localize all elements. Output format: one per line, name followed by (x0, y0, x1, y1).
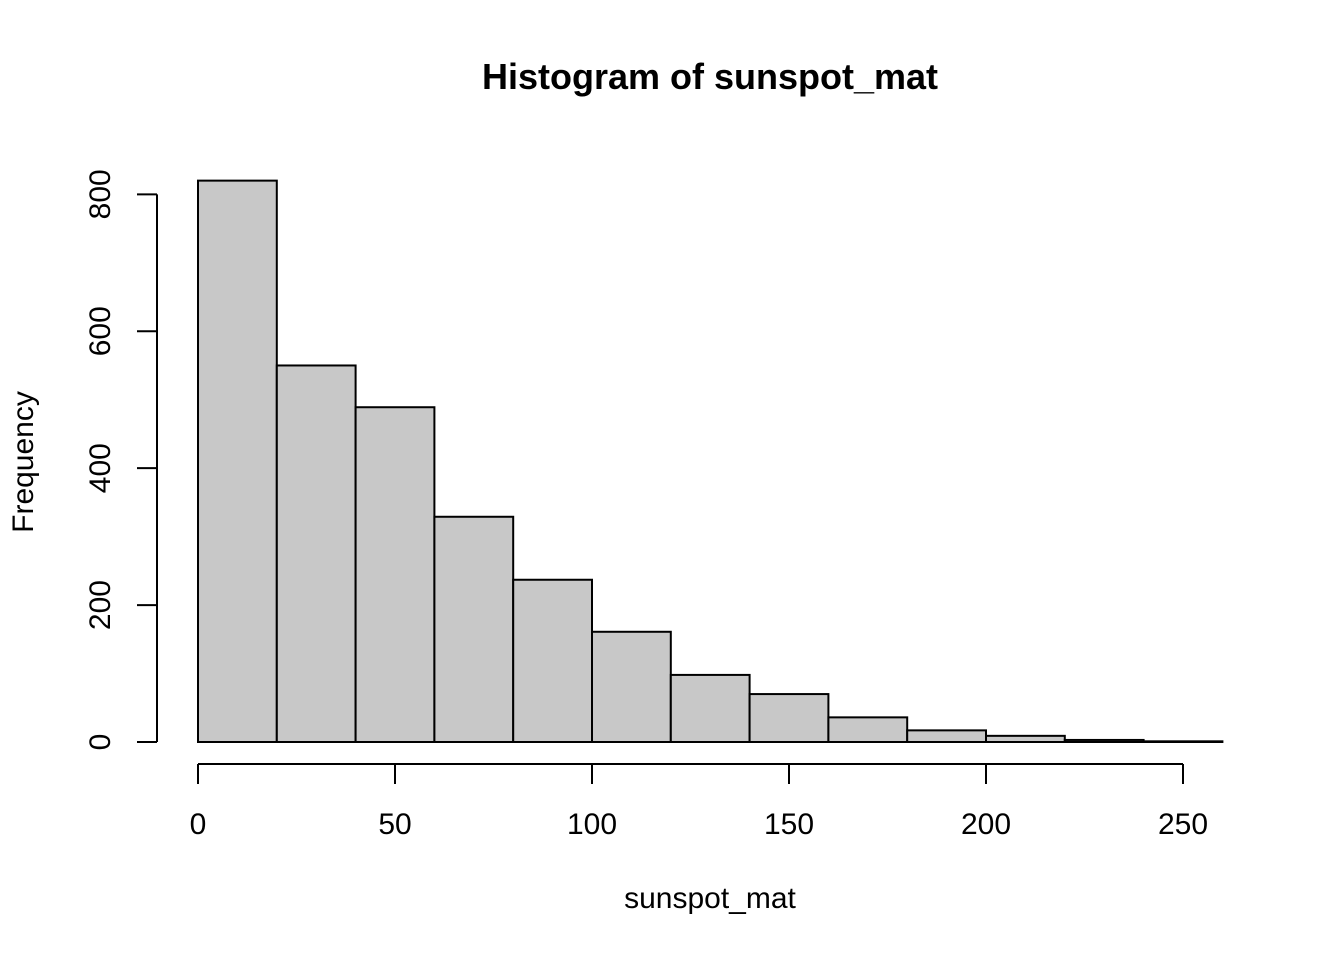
histogram-bar (197, 179, 278, 744)
x-axis: 0 50 100 150 200 250 (190, 763, 1208, 841)
y-tick-label: 600 (84, 306, 117, 356)
histogram-bar (1142, 740, 1224, 744)
histogram-bar (669, 673, 751, 743)
histogram-bar (1063, 738, 1145, 744)
x-tick-label: 200 (961, 808, 1011, 841)
x-tick-label: 250 (1158, 808, 1208, 841)
y-tick-label: 0 (84, 734, 117, 751)
x-tick-label: 100 (567, 808, 617, 841)
histogram-bar (512, 578, 594, 744)
y-tick-label: 400 (84, 443, 117, 493)
histogram-bar (985, 734, 1066, 744)
y-tick-label: 800 (84, 169, 117, 219)
x-tick-label: 50 (378, 808, 411, 841)
x-tick-label: 150 (764, 808, 814, 841)
histogram-bar (591, 630, 672, 744)
histogram-bar (827, 716, 909, 743)
histogram-bar (354, 406, 436, 743)
x-axis-label: sunspot_mat (624, 882, 796, 915)
y-tick-label: 200 (84, 580, 117, 630)
histogram-bar (275, 364, 357, 743)
histogram-bar (748, 693, 830, 744)
y-axis-label: Frequency (7, 391, 40, 533)
histogram-bar (906, 729, 988, 744)
bars-group (197, 179, 1224, 744)
chart-title: Histogram of sunspot_mat (481, 56, 939, 97)
histogram-bar (433, 515, 515, 743)
y-axis: 0 200 400 600 800 (84, 169, 158, 751)
x-tick-label: 0 (190, 808, 207, 841)
